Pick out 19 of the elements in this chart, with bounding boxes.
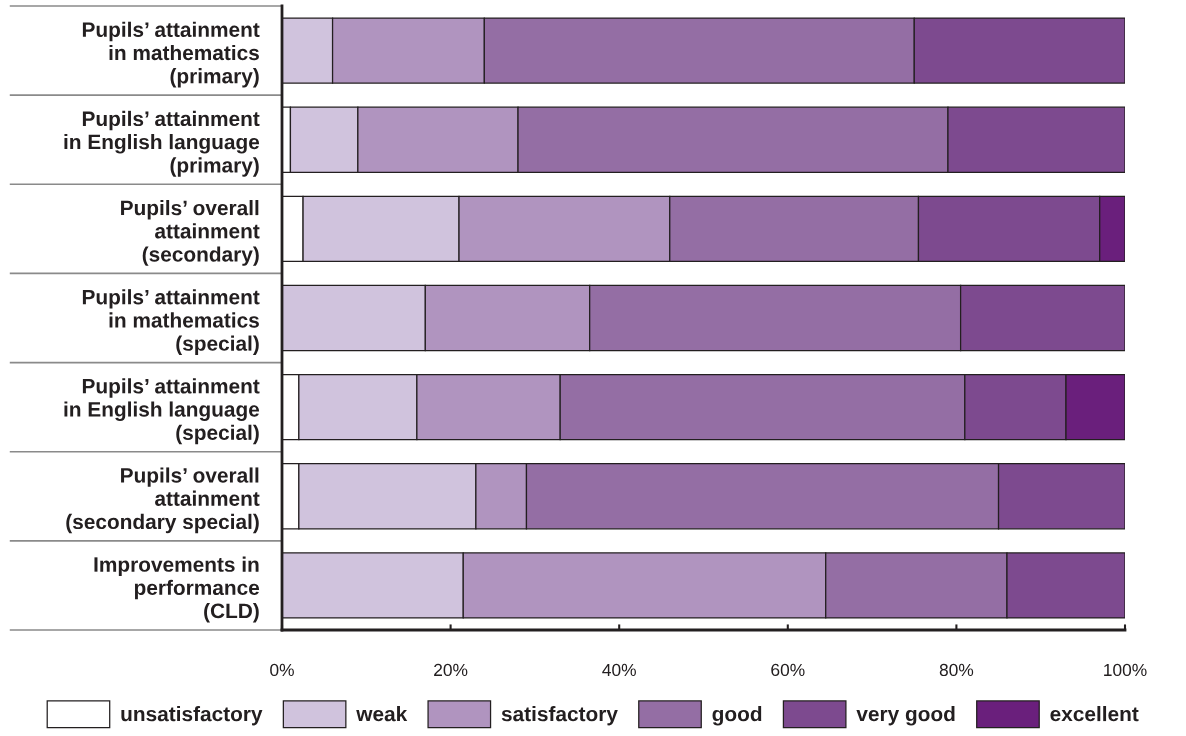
y-tick-label: Pupils’ attainment in English language (special) bbox=[64, 378, 260, 445]
legend-label: very good bbox=[856, 706, 955, 726]
y-tick-label: Pupils’ overall attainment (secondary) bbox=[121, 200, 260, 266]
x-tick-label: 40% bbox=[602, 663, 636, 677]
legend-label: excellent bbox=[1050, 706, 1139, 722]
legend-label: satisfactory bbox=[501, 706, 618, 726]
x-tick-label: 100% bbox=[1104, 663, 1147, 677]
x-tick-label: 60% bbox=[771, 663, 805, 677]
legend-label: unsatisfactory bbox=[121, 706, 263, 726]
y-tick-label: Pupils’ attainment in English language (primary) bbox=[64, 110, 260, 177]
y-tick-label: Pupils’ attainment in mathematics (primary) bbox=[82, 21, 260, 88]
legend-label: good bbox=[712, 706, 762, 726]
x-tick-label: 80% bbox=[939, 663, 974, 677]
x-tick-label: 0% bbox=[270, 663, 294, 677]
x-tick-label: 20% bbox=[434, 663, 468, 677]
y-tick-label: Improvements in performance (CLD) bbox=[94, 556, 260, 623]
y-tick-label: Pupils’ attainment in mathematics (special) bbox=[82, 289, 260, 355]
legend-label: weak bbox=[356, 706, 408, 722]
y-tick-label: Pupils’ overall attainment (secondary special) bbox=[66, 467, 260, 534]
